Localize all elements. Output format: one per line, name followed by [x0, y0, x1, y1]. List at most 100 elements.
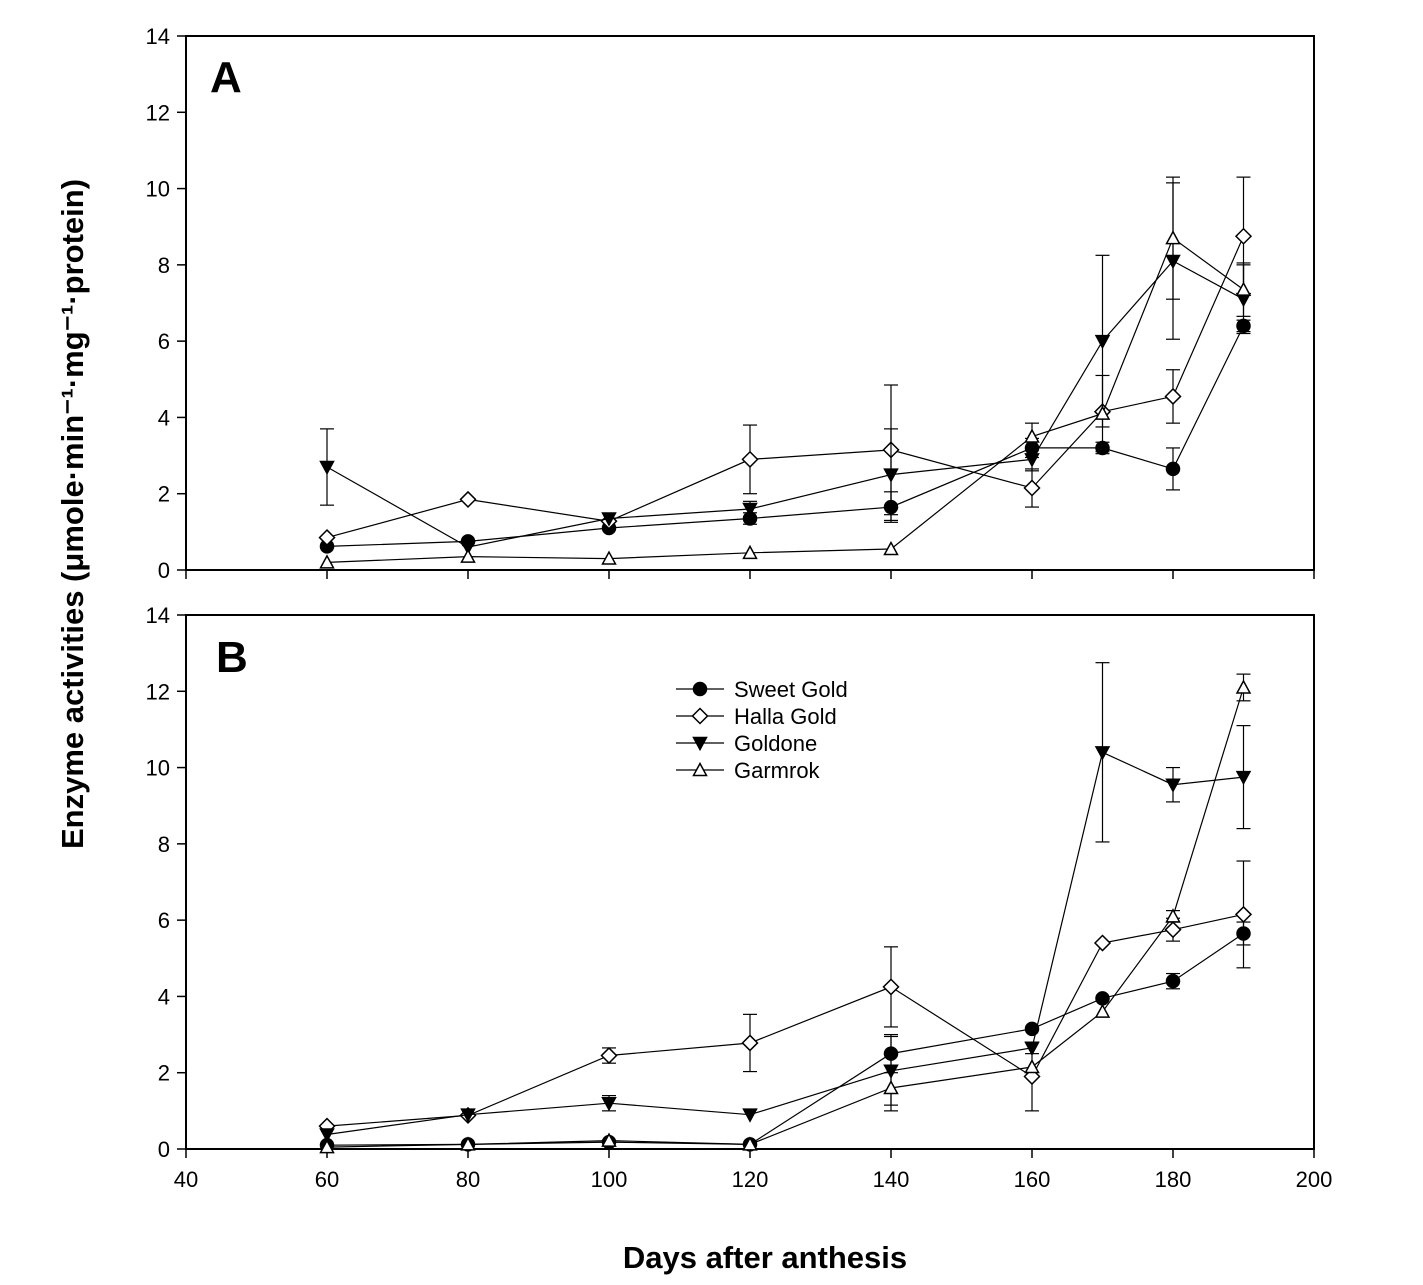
data-point-halla-gold [882, 978, 900, 996]
series-halla-gold [318, 176, 1253, 547]
data-point-garmrok [1165, 908, 1181, 923]
legend-marker-goldone [692, 736, 708, 752]
data-point-goldone [1094, 334, 1111, 350]
series-halla-gold [318, 860, 1253, 1135]
x-tick-label: 120 [732, 1167, 769, 1192]
series-line-garmrok [326, 687, 1245, 1148]
series-sweet-gold [319, 921, 1251, 1153]
y-tick-label: 4 [158, 405, 170, 430]
series-goldone [319, 182, 1252, 556]
legend-marker-garmrok [692, 761, 708, 777]
panel-b-x-axis: 40 60 80 100 120 140 160 180 200 [174, 1149, 1333, 1192]
data-point-goldone [1165, 778, 1181, 793]
data-point-goldone [1094, 746, 1111, 761]
x-tick-label: 60 [315, 1167, 339, 1192]
data-point-garmrok [1094, 1003, 1111, 1018]
data-point-garmrok [1235, 281, 1252, 296]
data-point-halla-gold [1164, 387, 1182, 406]
data-point-garmrok [1094, 405, 1111, 420]
data-point-garmrok [601, 550, 617, 565]
data-point-goldone [1024, 1041, 1040, 1056]
data-point-halla-gold [600, 1046, 618, 1065]
data-point-garmrok [742, 1136, 758, 1151]
data-point-halla-gold [1234, 227, 1253, 245]
data-point-garmrok [883, 1079, 899, 1095]
legend-label-goldone: Goldone [734, 731, 817, 756]
panel-b-label: B [216, 633, 248, 682]
panel-b: B 0 2 4 6 8 10 12 14 40 60 80 100 120 140 160 180 200 [146, 603, 1333, 1192]
data-point-garmrok [1024, 1058, 1040, 1074]
data-point-goldone [319, 460, 335, 476]
legend-label-halla-gold: Halla Gold [734, 704, 837, 729]
legend-label-garmrok: Garmrok [734, 758, 821, 783]
y-tick-label: 4 [158, 984, 170, 1009]
data-point-goldone [742, 502, 758, 518]
legend-entry-goldone: Goldone [676, 731, 817, 756]
data-point-goldone [601, 512, 617, 527]
data-point-halla-gold [741, 450, 759, 468]
panel-a: A 0 2 4 6 8 10 12 14 [146, 24, 1315, 583]
data-point-garmrok [1024, 428, 1040, 443]
legend-label-sweet-gold: Sweet Gold [734, 677, 848, 702]
data-point-goldone [460, 540, 476, 556]
y-tick-label: 0 [158, 1137, 170, 1162]
y-tick-label: 14 [146, 24, 170, 49]
panel-a-label: A [210, 53, 242, 102]
y-tick-label: 0 [158, 558, 170, 583]
panel-a-x-axis [185, 570, 1315, 579]
data-point-garmrok [319, 1139, 335, 1154]
data-point-garmrok [319, 554, 335, 569]
panel-b-plot-area [318, 662, 1253, 1154]
series-sweet-gold [319, 318, 1251, 554]
panel-b-y-axis: 0 2 4 6 8 10 12 14 [146, 603, 186, 1162]
data-point-halla-gold [1164, 921, 1182, 939]
data-point-halla-gold [1093, 934, 1112, 952]
data-point-halla-gold [1234, 905, 1253, 923]
x-tick-label: 160 [1014, 1167, 1051, 1192]
x-tick-label: 200 [1296, 1167, 1333, 1192]
y-axis-title: Enzyme activities (μmole·min⁻¹·mg⁻¹·prot… [55, 179, 90, 849]
panel-a-plot-area [318, 176, 1253, 569]
y-tick-label: 6 [158, 329, 170, 354]
data-point-sweet-gold [1095, 991, 1110, 1006]
data-point-goldone [460, 1108, 476, 1123]
data-point-halla-gold [741, 1034, 759, 1052]
x-tick-label: 100 [591, 1167, 628, 1192]
data-point-halla-gold [318, 529, 336, 547]
data-point-goldone [883, 468, 899, 483]
x-tick-label: 180 [1155, 1167, 1192, 1192]
series-line-halla-gold [326, 236, 1245, 539]
data-point-garmrok [460, 548, 476, 563]
data-point-garmrok [460, 1136, 476, 1151]
y-tick-label: 8 [158, 832, 170, 857]
series-garmrok [319, 176, 1252, 569]
legend-entry-garmrok: Garmrok [676, 758, 821, 783]
y-tick-label: 2 [158, 1061, 170, 1086]
series-garmrok [319, 673, 1252, 1154]
data-point-halla-gold [459, 490, 477, 508]
data-point-garmrok [883, 540, 899, 556]
y-tick-label: 10 [146, 177, 170, 202]
data-point-goldone [1024, 453, 1040, 468]
y-tick-label: 2 [158, 482, 170, 507]
y-tick-label: 12 [146, 679, 170, 704]
y-tick-label: 8 [158, 253, 170, 278]
y-tick-label: 10 [146, 756, 170, 781]
data-point-sweet-gold [1165, 461, 1181, 477]
x-axis-title: Days after anthesis [623, 1240, 907, 1275]
data-point-garmrok [601, 1132, 617, 1147]
data-point-halla-gold [1023, 479, 1041, 497]
series-line-sweet-gold [326, 325, 1245, 547]
data-point-goldone [1235, 770, 1252, 786]
x-tick-label: 80 [456, 1167, 480, 1192]
x-tick-label: 140 [873, 1167, 910, 1192]
data-point-goldone [319, 1128, 335, 1143]
x-tick-label: 40 [174, 1167, 198, 1192]
legend-marker-halla-gold [691, 707, 709, 725]
data-point-garmrok [1235, 679, 1252, 694]
y-tick-label: 12 [146, 100, 170, 125]
data-point-sweet-gold [1165, 973, 1181, 989]
y-tick-label: 6 [158, 908, 170, 933]
